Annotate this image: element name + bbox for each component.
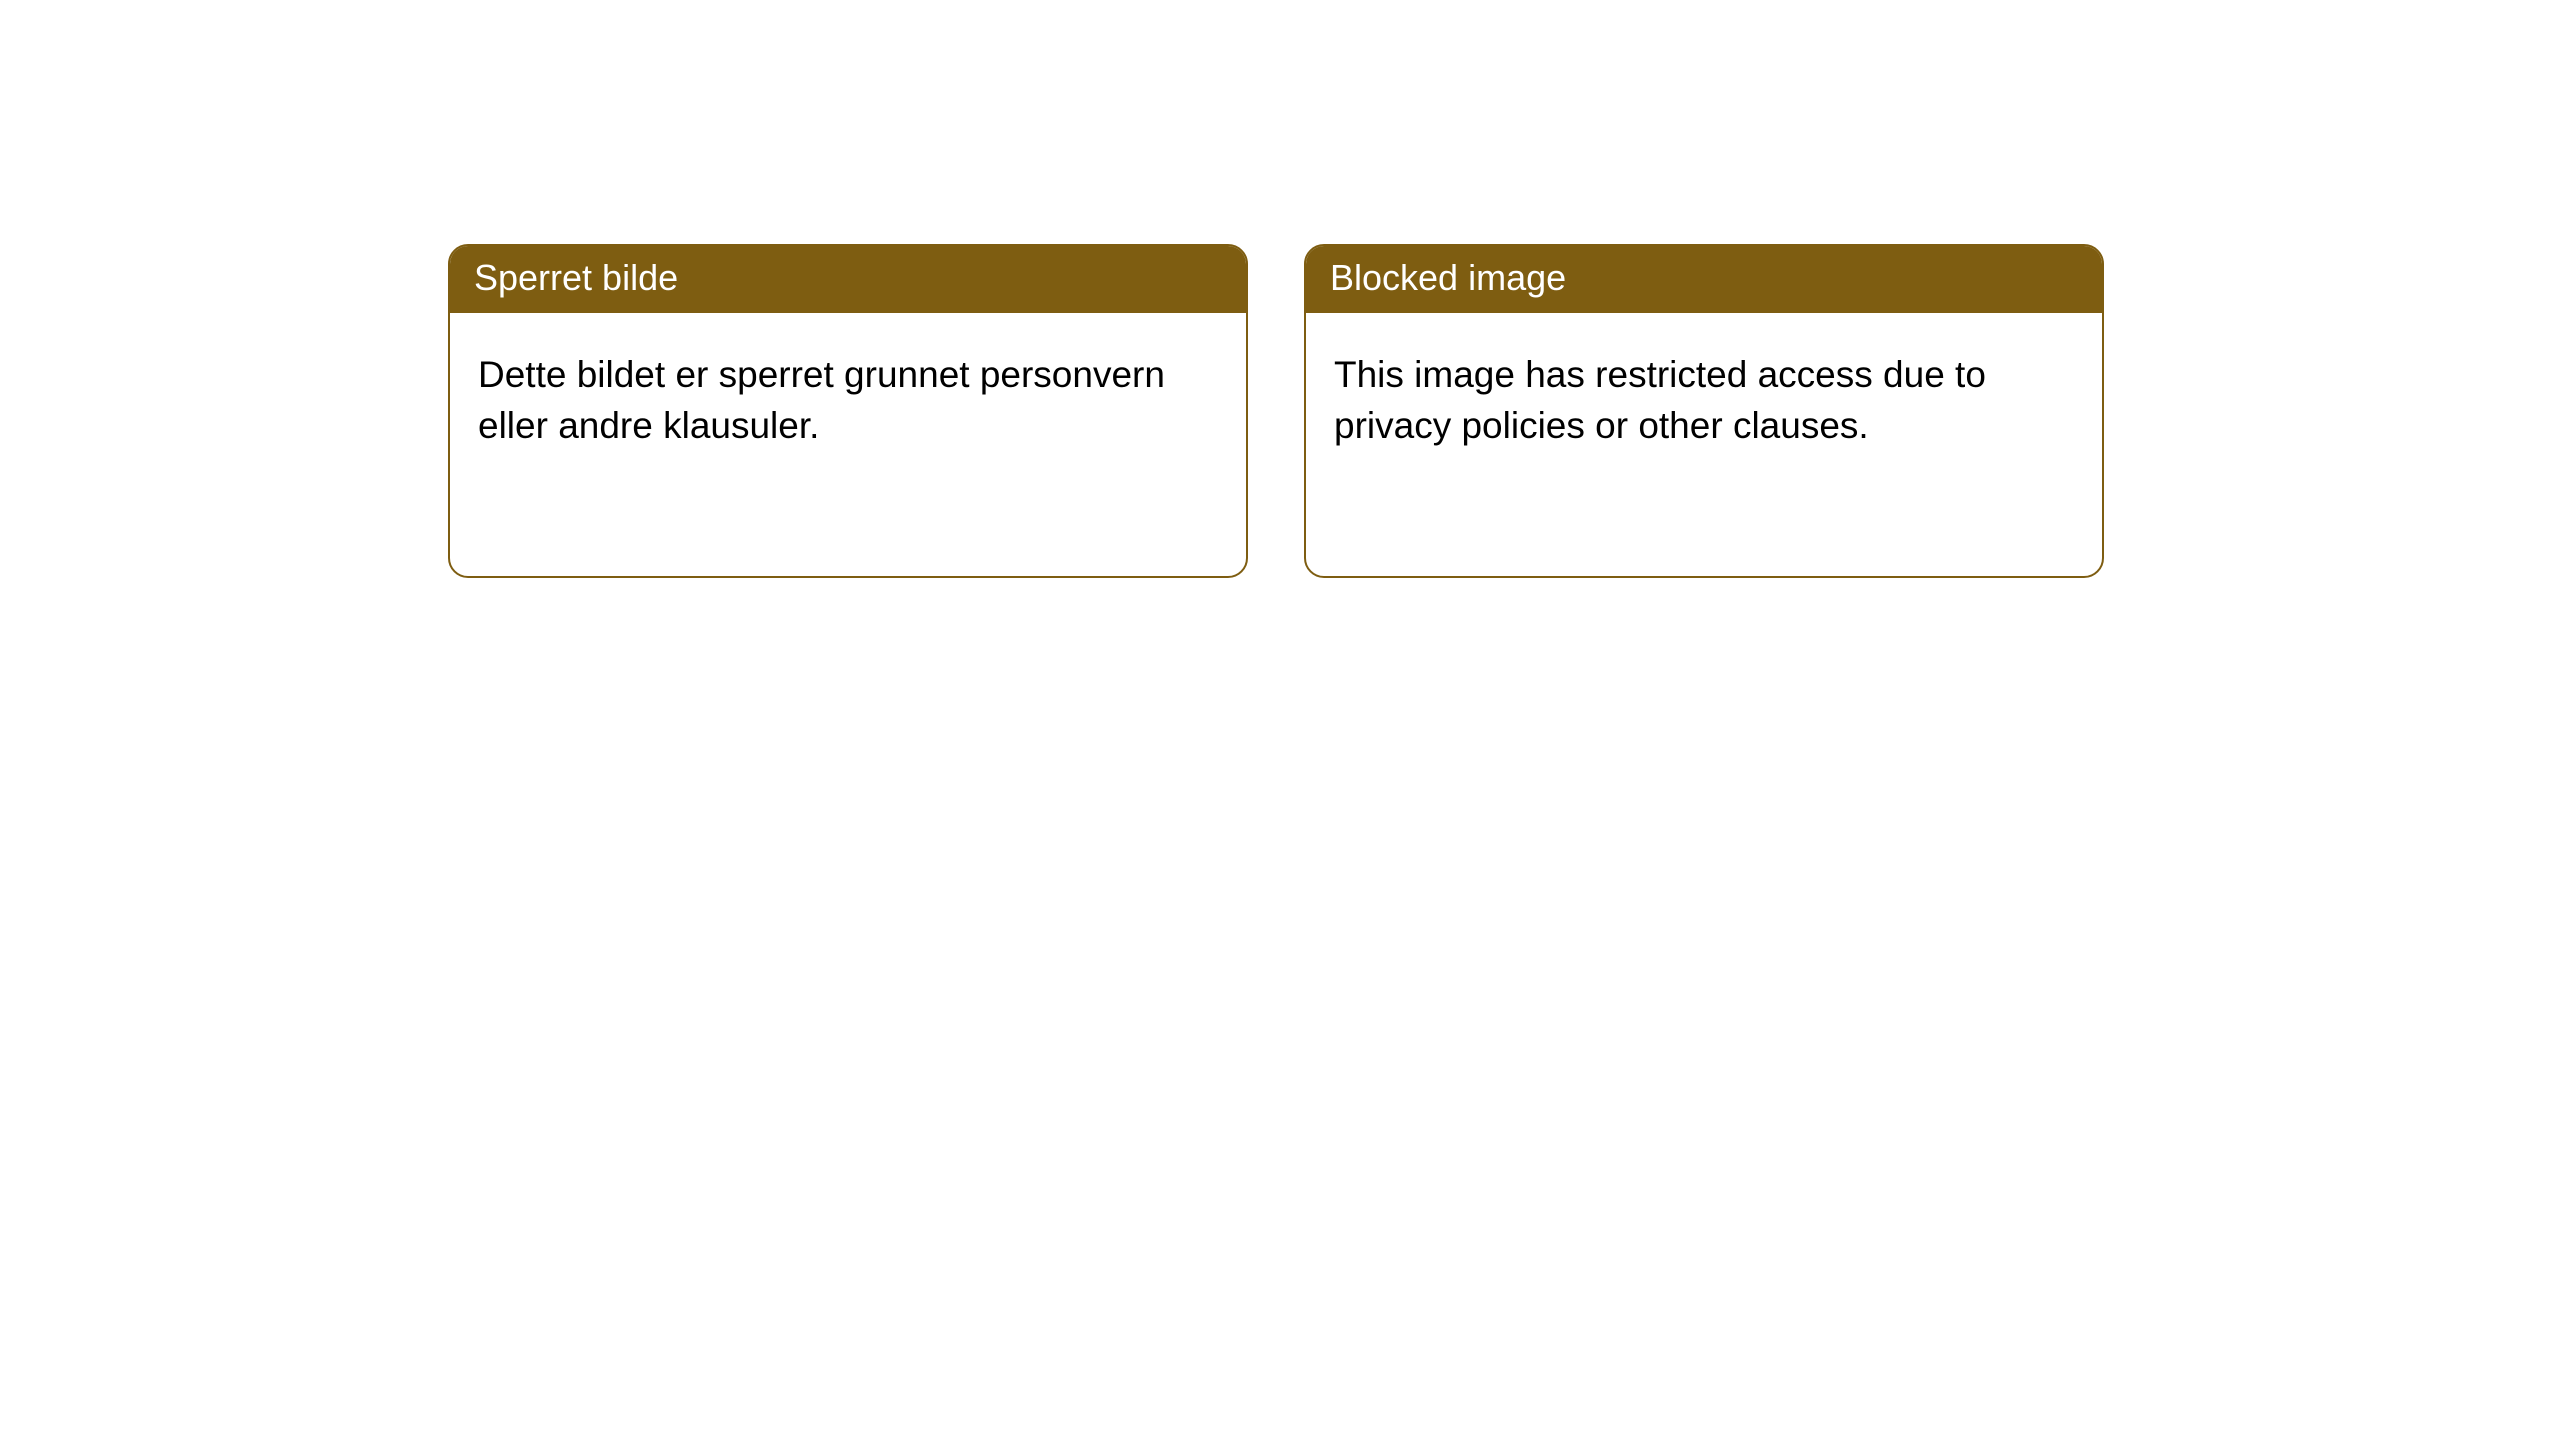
card-title: Blocked image [1330, 257, 1566, 298]
card-body: This image has restricted access due to … [1306, 313, 2102, 479]
blocked-image-card-no: Sperret bilde Dette bildet er sperret gr… [448, 244, 1248, 578]
card-header: Blocked image [1306, 246, 2102, 313]
cards-container: Sperret bilde Dette bildet er sperret gr… [448, 244, 2104, 578]
blocked-image-card-en: Blocked image This image has restricted … [1304, 244, 2104, 578]
card-body: Dette bildet er sperret grunnet personve… [450, 313, 1246, 479]
card-message: This image has restricted access due to … [1334, 354, 1986, 446]
card-title: Sperret bilde [474, 257, 678, 298]
card-message: Dette bildet er sperret grunnet personve… [478, 354, 1165, 446]
card-header: Sperret bilde [450, 246, 1246, 313]
